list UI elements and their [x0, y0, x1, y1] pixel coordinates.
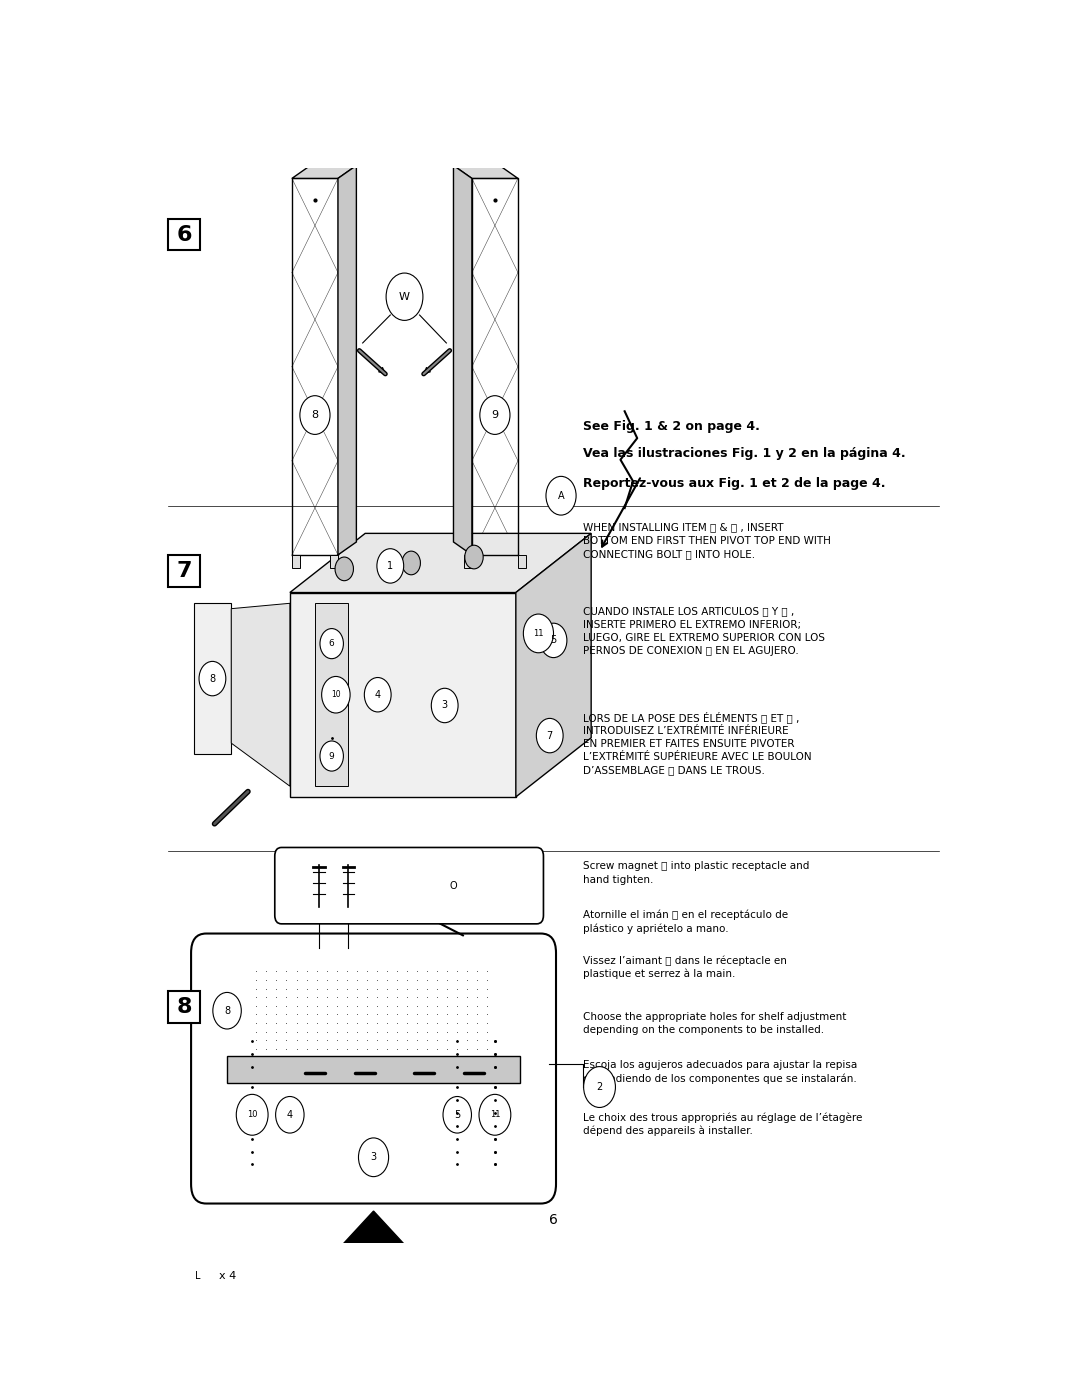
Circle shape [359, 1139, 389, 1176]
Text: x 2: x 2 [474, 880, 491, 891]
Circle shape [387, 272, 423, 320]
Text: L: L [195, 1271, 201, 1281]
Circle shape [402, 552, 420, 574]
Text: Choose the appropriate holes for shelf adjustment
depending on the components to: Choose the appropriate holes for shelf a… [583, 1011, 846, 1035]
Text: WHEN INSTALLING ITEM Ⓢ & Ⓣ , INSERT
BOTTOM END FIRST THEN PIVOT TOP END WITH
CON: WHEN INSTALLING ITEM Ⓢ & Ⓣ , INSERT BOTT… [583, 522, 831, 559]
Text: 9: 9 [491, 411, 499, 420]
Circle shape [443, 1097, 472, 1133]
Text: 8: 8 [311, 411, 319, 420]
Text: 4: 4 [375, 690, 381, 700]
Text: 6: 6 [328, 640, 335, 648]
Text: 9: 9 [328, 752, 335, 760]
Circle shape [537, 718, 563, 753]
Text: Screw magnet ⓞ into plastic receptacle and
hand tighten.: Screw magnet ⓞ into plastic receptacle a… [583, 862, 809, 884]
Text: 4: 4 [287, 1109, 293, 1120]
Bar [518, 555, 526, 567]
Text: 5: 5 [551, 636, 556, 645]
Text: Vea las ilustraciones Fig. 1 y 2 en la página 4.: Vea las ilustraciones Fig. 1 y 2 en la p… [583, 447, 905, 461]
Text: CUANDO INSTALE LOS ARTICULOS Ⓢ Y Ⓣ ,
INSERTE PRIMERO EL EXTREMO INFERIOR;
LUEGO,: CUANDO INSTALE LOS ARTICULOS Ⓢ Y Ⓣ , INS… [583, 606, 825, 657]
Circle shape [480, 395, 510, 434]
Bar [329, 555, 338, 567]
Circle shape [583, 1066, 616, 1108]
Bar [227, 1056, 521, 1083]
Circle shape [431, 689, 458, 722]
Circle shape [540, 623, 567, 658]
Circle shape [438, 866, 468, 905]
Circle shape [364, 678, 391, 712]
Text: 7: 7 [177, 562, 192, 581]
Circle shape [213, 992, 241, 1030]
Text: 3: 3 [442, 700, 448, 711]
Circle shape [377, 549, 404, 583]
Text: 6: 6 [177, 225, 192, 244]
Text: 10: 10 [247, 1111, 257, 1119]
Polygon shape [454, 165, 472, 555]
Text: A: A [557, 490, 565, 500]
Bar [168, 218, 200, 250]
Circle shape [320, 740, 343, 771]
Text: Reportez-vous aux Fig. 1 et 2 de la page 4.: Reportez-vous aux Fig. 1 et 2 de la page… [583, 478, 886, 490]
Text: 1: 1 [388, 562, 393, 571]
Circle shape [199, 661, 226, 696]
Text: 8: 8 [224, 1006, 230, 1016]
Circle shape [480, 1094, 511, 1136]
Text: LORS DE LA POSE DES ÉLÉMENTS Ⓢ ET Ⓣ ,
INTRODUISEZ L’EXTRÉMITÉ INFÉRIEURE
EN PREM: LORS DE LA POSE DES ÉLÉMENTS Ⓢ ET Ⓣ , IN… [583, 711, 811, 775]
Bar [463, 555, 472, 567]
Text: Atornille el imán ⓞ en el receptáculo de
plástico y apriételo a mano.: Atornille el imán ⓞ en el receptáculo de… [583, 909, 788, 935]
Text: 6: 6 [549, 1213, 558, 1227]
Text: 8: 8 [177, 997, 192, 1017]
Text: Escoja los agujeros adecuados para ajustar la repisa
dependiendo de los componen: Escoja los agujeros adecuados para ajust… [583, 1060, 858, 1084]
Text: O: O [449, 880, 457, 891]
Text: 8: 8 [210, 673, 216, 683]
Text: 11: 11 [489, 1111, 500, 1119]
Circle shape [335, 557, 353, 581]
Circle shape [322, 676, 350, 712]
Polygon shape [338, 165, 356, 555]
FancyBboxPatch shape [191, 933, 556, 1204]
Text: W: W [399, 292, 410, 302]
Circle shape [181, 1255, 214, 1296]
Text: See Fig. 1 & 2 on page 4.: See Fig. 1 & 2 on page 4. [583, 420, 759, 433]
Polygon shape [454, 165, 518, 179]
FancyArrow shape [334, 1211, 414, 1255]
Circle shape [464, 545, 483, 569]
Circle shape [237, 1094, 268, 1136]
Text: 10: 10 [332, 690, 340, 700]
Text: 5: 5 [454, 1109, 460, 1120]
Text: 7: 7 [546, 731, 553, 740]
Circle shape [275, 1097, 305, 1133]
Bar [292, 555, 300, 567]
Polygon shape [292, 165, 356, 179]
Circle shape [524, 615, 554, 652]
Polygon shape [516, 534, 591, 796]
Circle shape [320, 629, 343, 659]
Text: 3: 3 [370, 1153, 377, 1162]
Text: 2: 2 [596, 1083, 603, 1092]
Text: x 4: x 4 [218, 1271, 235, 1281]
Circle shape [300, 395, 330, 434]
Text: Le choix des trous appropriés au réglage de l’étagère
dépend des appareils à ins: Le choix des trous appropriés au réglage… [583, 1112, 862, 1137]
Text: 11: 11 [534, 629, 543, 638]
Bar [168, 990, 200, 1023]
Polygon shape [231, 604, 289, 787]
FancyBboxPatch shape [274, 848, 543, 923]
Text: Vissez l’aimant ⓞ dans le réceptacle en
plastique et serrez à la main.: Vissez l’aimant ⓞ dans le réceptacle en … [583, 956, 786, 979]
Bar [168, 555, 200, 587]
Polygon shape [315, 604, 349, 787]
Circle shape [546, 476, 576, 515]
Polygon shape [193, 604, 231, 754]
Polygon shape [289, 592, 516, 796]
Polygon shape [289, 534, 591, 592]
